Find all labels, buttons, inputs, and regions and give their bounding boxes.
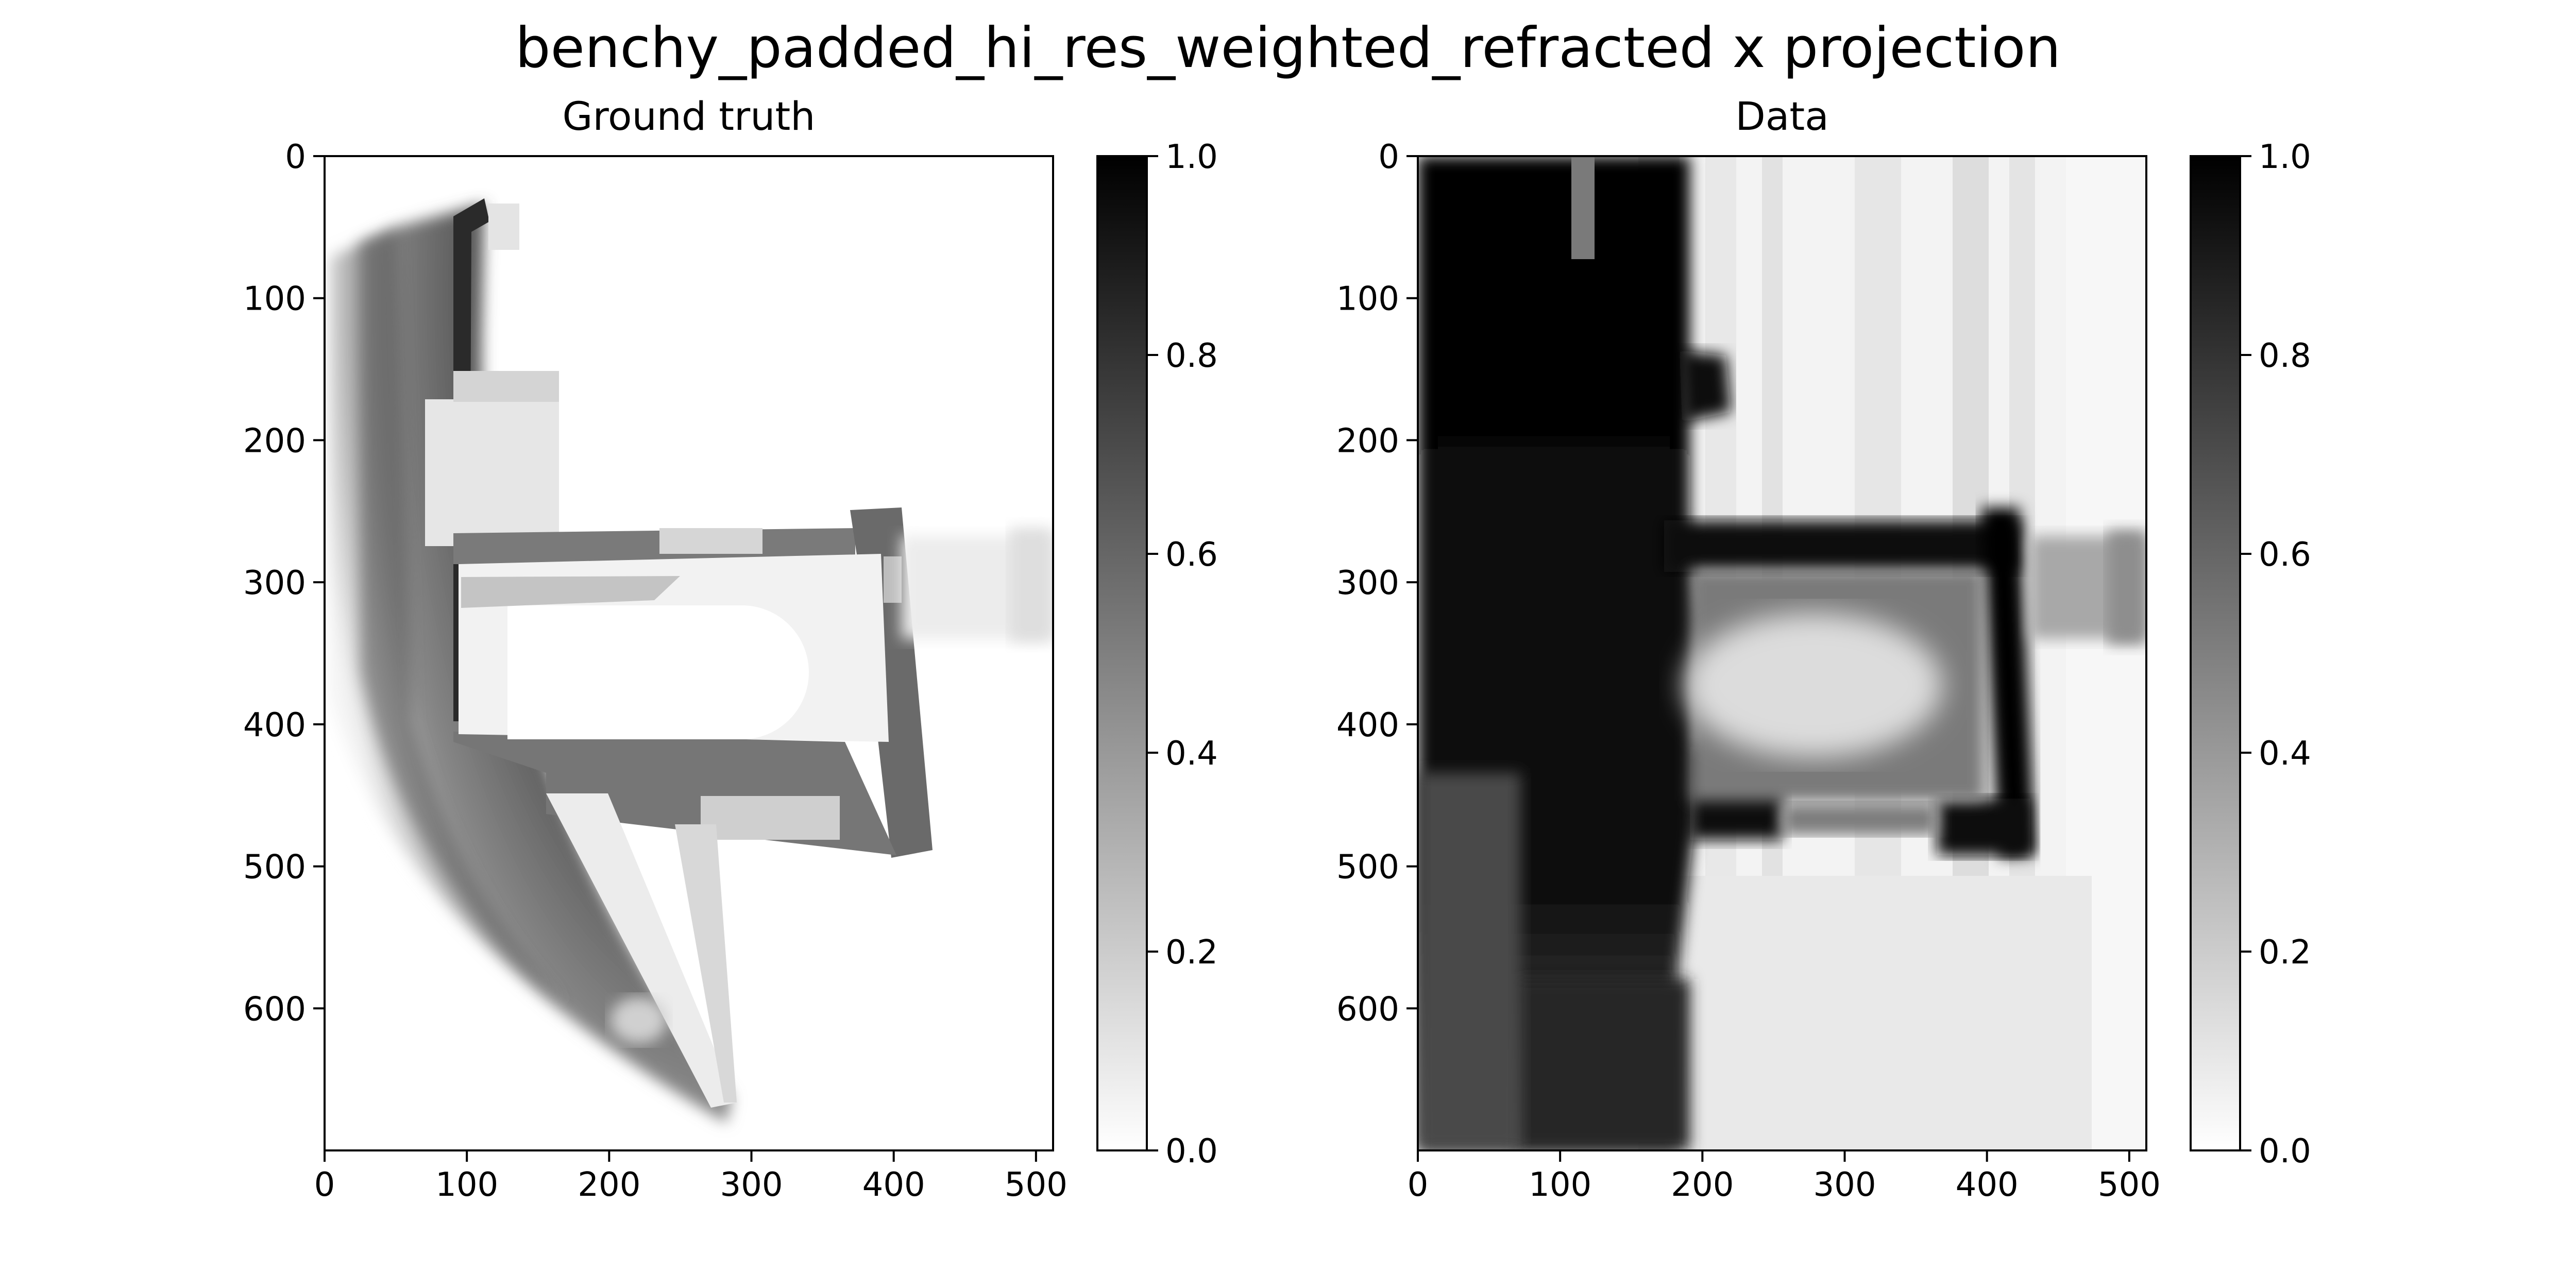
gt-cabin-bottom-light <box>701 796 840 840</box>
gt-cabin-top-light <box>659 528 762 554</box>
gt-keel-blob <box>611 997 667 1043</box>
ground-truth-colorbar-ticks: 0.0 0.2 0.4 0.6 0.8 1.0 <box>1147 138 1218 1171</box>
data-colorbar-ticks: 0.0 0.2 0.4 0.6 0.8 1.0 <box>2240 138 2311 1171</box>
x-tick-label: 400 <box>1956 1166 2019 1204</box>
colorbar-tick-label: 0.0 <box>1165 1132 1218 1171</box>
data-deck-notch <box>1680 350 1731 422</box>
y-tick-label: 400 <box>243 706 306 744</box>
y-tick-label: 600 <box>243 990 306 1028</box>
data-panel: Data <box>1336 93 2311 1204</box>
data-cabin-right <box>1981 507 2035 858</box>
ground-truth-y-axis: 0 100 200 300 400 500 600 <box>243 138 325 1028</box>
gt-upper-deck-box <box>425 399 559 546</box>
data-image <box>1418 156 2146 1150</box>
y-tick-label: 300 <box>243 564 306 602</box>
y-tick-label: 100 <box>1336 280 1399 318</box>
data-x-axis: 0 100 200 300 400 500 <box>1408 1150 2161 1204</box>
colorbar-tick-label: 0.8 <box>2259 337 2311 375</box>
x-tick-label: 0 <box>1408 1166 1429 1204</box>
data-lower-band <box>1680 876 2092 1150</box>
x-tick-label: 0 <box>314 1166 335 1204</box>
gt-bow-light-strip <box>488 204 519 250</box>
data-hull-lower-column <box>1515 979 1690 1150</box>
y-tick-label: 400 <box>1336 706 1399 744</box>
colorbar-tick-label: 0.6 <box>1165 536 1218 574</box>
data-cabin-bottom-right <box>1937 799 2030 855</box>
colorbar-tick-label: 0.2 <box>1165 934 1218 972</box>
y-tick-label: 200 <box>1336 422 1399 460</box>
colorbar-tick-label: 0.8 <box>1165 337 1218 375</box>
gt-cabin-window <box>507 605 809 739</box>
x-tick-label: 100 <box>435 1166 498 1204</box>
x-tick-label: 400 <box>862 1166 925 1204</box>
y-tick-label: 200 <box>243 422 306 460</box>
ground-truth-panel: Ground truth <box>243 93 1218 1204</box>
data-mast-light <box>1571 156 1595 259</box>
ground-truth-x-axis: 0 100 200 300 400 500 <box>314 1150 1067 1204</box>
gt-keel-strut <box>546 793 737 1108</box>
ground-truth-colorbar <box>1096 155 1148 1151</box>
data-frame <box>1417 155 2147 1151</box>
ground-truth-frame <box>324 155 1054 1151</box>
gt-cabin-shelf <box>461 576 680 608</box>
y-tick-label: 500 <box>1336 849 1399 887</box>
colorbar-tick-label: 1.0 <box>1165 138 1218 176</box>
data-chimney-edge <box>2107 531 2146 644</box>
gt-keel-strut-edge <box>675 824 737 1103</box>
ground-truth-title: Ground truth <box>563 93 816 139</box>
data-cabin-window-blob <box>1685 613 1942 757</box>
data-hull-left-column <box>1418 773 1521 1150</box>
data-y-axis: 0 100 200 300 400 500 600 <box>1336 138 1418 1028</box>
data-cabin-top <box>1664 520 2020 572</box>
colorbar-tick-label: 0.4 <box>2259 735 2311 773</box>
x-tick-label: 100 <box>1529 1166 1591 1204</box>
gt-hull-inner-band <box>361 229 567 1005</box>
colorbar-tick-label: 0.4 <box>1165 735 1218 773</box>
y-tick-label: 600 <box>1336 990 1399 1028</box>
data-cabin-sill <box>1783 804 1937 835</box>
y-tick-label: 500 <box>243 849 306 887</box>
colorbar-tick-label: 0.2 <box>2259 934 2311 972</box>
y-tick-label: 100 <box>243 280 306 318</box>
figure-title: benchy_padded_hi_res_weighted_refracted … <box>515 16 2061 80</box>
y-tick-label: 0 <box>285 138 306 176</box>
y-tick-label: 300 <box>1336 564 1399 602</box>
gt-chimney-right <box>1010 528 1053 641</box>
y-tick-label: 0 <box>1378 138 1399 176</box>
x-tick-label: 200 <box>578 1166 640 1204</box>
x-tick-label: 300 <box>1813 1166 1876 1204</box>
colorbar-tick-label: 0.0 <box>2259 1132 2311 1171</box>
data-colorbar <box>2190 155 2241 1151</box>
gt-upper-deck-cap <box>453 371 559 402</box>
colorbar-tick-label: 1.0 <box>2259 138 2311 176</box>
colorbar-tick-label: 0.6 <box>2259 536 2311 574</box>
x-tick-label: 500 <box>2098 1166 2161 1204</box>
x-tick-label: 200 <box>1671 1166 1734 1204</box>
data-title: Data <box>1735 93 1828 139</box>
x-tick-label: 500 <box>1005 1166 1067 1204</box>
gt-cabin-right-light <box>884 556 902 603</box>
x-tick-label: 300 <box>720 1166 783 1204</box>
ground-truth-image <box>325 156 1053 1150</box>
